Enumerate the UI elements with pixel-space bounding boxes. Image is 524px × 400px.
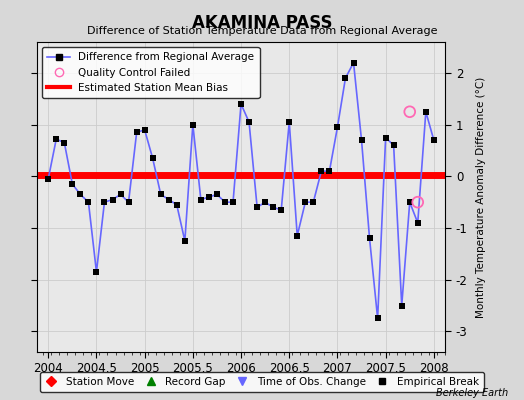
Point (333, 124, 342, 130)
Point (221, 199, 229, 205)
Text: AKAMINA PASS: AKAMINA PASS (192, 14, 332, 32)
Point (413, 199, 422, 205)
Point (245, 119, 253, 125)
Point (60, 140, 69, 146)
Point (189, 122, 197, 128)
Point (116, 191, 125, 198)
Point (389, 142, 398, 148)
Point (374, 315, 382, 322)
Point (84, 199, 93, 205)
Point (365, 235, 374, 242)
Point (325, 168, 334, 174)
Point (261, 199, 269, 205)
Point (196, 196, 205, 203)
Point (165, 196, 173, 203)
Point (422, 108, 430, 115)
Text: Difference of Station Temperature Data from Regional Average: Difference of Station Temperature Data f… (87, 26, 437, 36)
Point (430, 137, 438, 143)
Point (285, 119, 293, 125)
Point (213, 191, 221, 198)
Point (301, 199, 310, 205)
Point (140, 127, 149, 133)
Legend: Difference from Regional Average, Quality Control Failed, Estimated Station Mean: Difference from Regional Average, Qualit… (42, 47, 259, 98)
Point (317, 168, 325, 174)
Point (350, 60, 358, 66)
Point (237, 101, 245, 107)
Point (44, 176, 52, 182)
Point (341, 75, 350, 81)
Point (229, 199, 237, 205)
Point (277, 207, 286, 213)
Point (100, 199, 108, 205)
Point (181, 238, 189, 244)
Point (157, 191, 165, 198)
Point (413, 220, 422, 226)
Point (269, 204, 277, 210)
Point (309, 199, 318, 205)
Point (398, 302, 406, 309)
Point (406, 199, 414, 205)
Point (148, 155, 157, 162)
Point (76, 191, 84, 198)
Point (205, 194, 213, 200)
Point (172, 202, 181, 208)
Point (52, 136, 60, 142)
Legend: Station Move, Record Gap, Time of Obs. Change, Empirical Break: Station Move, Record Gap, Time of Obs. C… (40, 372, 484, 392)
Point (357, 137, 366, 143)
Point (381, 134, 390, 141)
Point (253, 204, 261, 210)
Y-axis label: Monthly Temperature Anomaly Difference (°C): Monthly Temperature Anomaly Difference (… (476, 76, 486, 318)
Point (92, 269, 101, 275)
Point (293, 232, 301, 239)
Point (124, 199, 133, 205)
Point (406, 108, 414, 115)
Point (68, 181, 77, 187)
Text: Berkeley Earth: Berkeley Earth (436, 388, 508, 398)
Point (133, 129, 141, 136)
Point (108, 196, 117, 203)
